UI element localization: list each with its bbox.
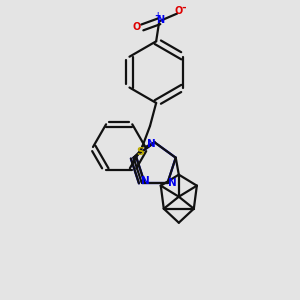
Text: N: N bbox=[168, 178, 176, 188]
Text: N: N bbox=[156, 15, 164, 25]
Text: O: O bbox=[133, 22, 141, 32]
Text: -: - bbox=[182, 2, 186, 12]
Text: N: N bbox=[141, 176, 150, 186]
Text: S: S bbox=[136, 147, 144, 157]
Text: +: + bbox=[154, 11, 161, 20]
Text: N: N bbox=[146, 139, 155, 148]
Text: O: O bbox=[175, 6, 183, 16]
